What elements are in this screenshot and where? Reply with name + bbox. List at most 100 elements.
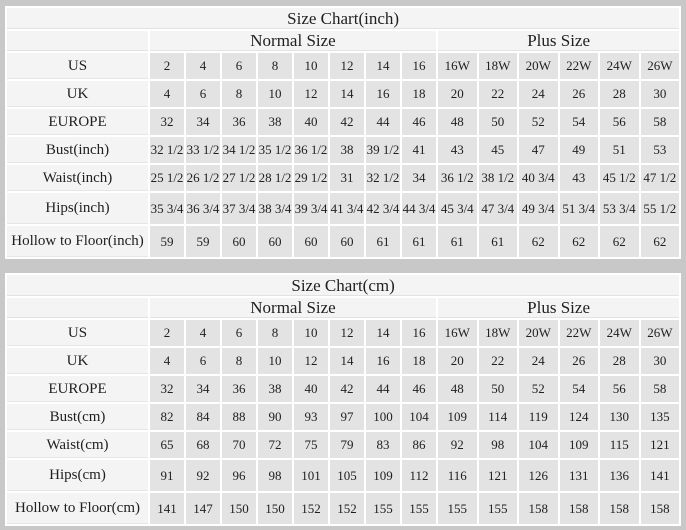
data-cell: 155 xyxy=(400,491,438,526)
data-cell: 6 xyxy=(220,51,258,81)
data-cell: 60 xyxy=(328,224,366,259)
data-cell: 10 xyxy=(256,346,294,376)
data-cell: 88 xyxy=(220,402,258,432)
data-cell: 38 xyxy=(256,107,294,137)
data-cell: 68 xyxy=(184,430,222,460)
data-cell: 46 xyxy=(400,374,438,404)
data-cell: 155 xyxy=(436,491,479,526)
data-cell: 54 xyxy=(557,107,600,137)
data-cell: 42 3/4 xyxy=(364,191,402,226)
data-cell: 155 xyxy=(364,491,402,526)
data-cell: 124 xyxy=(557,402,600,432)
data-cell: 141 xyxy=(638,458,682,493)
data-cell: 43 xyxy=(557,163,600,193)
data-cell: 43 xyxy=(436,135,479,165)
data-cell: 18 xyxy=(400,79,438,109)
data-cell: 30 xyxy=(638,346,682,376)
data-cell: 54 xyxy=(557,374,600,404)
data-cell: 141 xyxy=(148,491,186,526)
data-cell: 32 1/2 xyxy=(148,135,186,165)
data-cell: 20W xyxy=(517,51,560,81)
data-cell: 158 xyxy=(598,491,641,526)
data-cell: 18W xyxy=(476,318,519,348)
data-cell: 32 1/2 xyxy=(364,163,402,193)
data-cell: 28 xyxy=(598,346,641,376)
data-cell: 91 xyxy=(148,458,186,493)
data-cell: 36 xyxy=(220,374,258,404)
data-cell: 61 xyxy=(476,224,519,259)
table-row: US 2 4 6 8 10 12 14 16 16W 18W 20W 22W 24W 26W xyxy=(5,51,682,81)
data-cell: 14 xyxy=(364,51,402,81)
data-cell: 38 1/2 xyxy=(476,163,519,193)
data-cell: 34 xyxy=(184,107,222,137)
data-cell: 47 1/2 xyxy=(638,163,682,193)
data-cell: 16 xyxy=(400,51,438,81)
data-cell: 39 1/2 xyxy=(364,135,402,165)
data-cell: 158 xyxy=(517,491,560,526)
data-cell: 4 xyxy=(184,51,222,81)
data-cell: 131 xyxy=(557,458,600,493)
data-cell: 62 xyxy=(517,224,560,259)
data-cell: 93 xyxy=(292,402,330,432)
data-cell: 42 xyxy=(328,374,366,404)
data-cell: 62 xyxy=(557,224,600,259)
table-title: Size Chart(cm) xyxy=(4,273,682,298)
data-cell: 98 xyxy=(256,458,294,493)
data-cell: 31 xyxy=(328,163,366,193)
data-cell: 158 xyxy=(557,491,600,526)
data-cell: 14 xyxy=(328,346,366,376)
table-title-row: Size Chart(inch) xyxy=(4,6,682,31)
row-label: UK xyxy=(5,79,150,109)
size-chart-inch-table: Size Chart(inch) Normal Size Plus Size US 2 4… xyxy=(4,6,682,259)
data-cell: 16 xyxy=(364,346,402,376)
data-cell: 14 xyxy=(328,79,366,109)
data-cell: 32 xyxy=(148,107,186,137)
data-cell: 49 xyxy=(557,135,600,165)
corner-spacer-cell xyxy=(5,29,150,53)
data-cell: 53 3/4 xyxy=(598,191,641,226)
size-chart-cm-table: Size Chart(cm) Normal Size Plus Size US 2 4 6 8… xyxy=(4,273,682,526)
data-cell: 114 xyxy=(476,402,519,432)
data-cell: 48 xyxy=(436,374,479,404)
row-label: US xyxy=(5,318,150,348)
data-cell: 8 xyxy=(220,346,258,376)
table-row: EUROPE 32 34 36 38 40 42 44 46 48 50 52 54 56 58 xyxy=(5,374,682,404)
data-cell: 112 xyxy=(400,458,438,493)
data-cell: 41 3/4 xyxy=(328,191,366,226)
data-cell: 34 1/2 xyxy=(220,135,258,165)
data-cell: 10 xyxy=(292,51,330,81)
data-cell: 147 xyxy=(184,491,222,526)
data-cell: 10 xyxy=(256,79,294,109)
row-label: Hips(cm) xyxy=(5,458,150,493)
data-cell: 55 1/2 xyxy=(638,191,682,226)
data-cell: 8 xyxy=(256,51,294,81)
table-row: US 2 4 6 8 10 12 14 16 16W 18W 20W 22W 24W 26W xyxy=(5,318,682,348)
table-row: EUROPE 32 34 36 38 40 42 44 46 48 50 52 54 56 58 xyxy=(5,107,682,137)
data-cell: 121 xyxy=(638,430,682,460)
data-cell: 12 xyxy=(328,51,366,81)
column-group-header: Plus Size xyxy=(435,29,682,53)
row-label: US xyxy=(5,51,150,81)
data-cell: 135 xyxy=(638,402,682,432)
data-cell: 28 xyxy=(598,79,641,109)
data-cell: 22W xyxy=(557,318,600,348)
table-row: Hollow to Floor(inch) 59 59 60 60 60 60 61 61 61 6… xyxy=(5,224,682,259)
data-cell: 26 xyxy=(557,79,600,109)
data-cell: 50 xyxy=(476,107,519,137)
data-cell: 70 xyxy=(220,430,258,460)
data-cell: 8 xyxy=(220,79,258,109)
data-cell: 155 xyxy=(476,491,519,526)
data-cell: 38 xyxy=(328,135,366,165)
data-cell: 92 xyxy=(184,458,222,493)
data-cell: 51 3/4 xyxy=(557,191,600,226)
data-cell: 6 xyxy=(184,346,222,376)
data-cell: 126 xyxy=(517,458,560,493)
data-cell: 130 xyxy=(598,402,641,432)
data-cell: 26W xyxy=(638,51,682,81)
table-row: Bust(inch) 32 1/2 33 1/2 34 1/2 35 1/2 36 1/2… xyxy=(5,135,682,165)
data-cell: 28 1/2 xyxy=(256,163,294,193)
data-cell: 62 xyxy=(638,224,682,259)
data-cell: 24 xyxy=(517,346,560,376)
data-cell: 35 1/2 xyxy=(256,135,294,165)
data-cell: 4 xyxy=(148,79,186,109)
